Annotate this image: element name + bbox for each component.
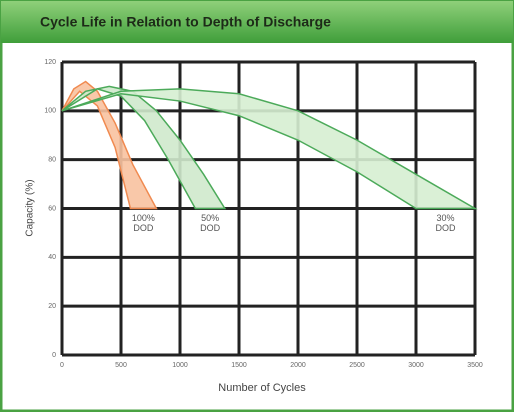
band-label: DOD [436,223,457,233]
y-tick-label: 0 [52,352,56,359]
x-tick-label: 1500 [231,362,247,369]
x-tick-label: 1000 [172,362,188,369]
dod-band [61,88,478,210]
x-tick-label: 500 [115,362,127,369]
dod-band [61,80,158,210]
band-label: DOD [200,223,221,233]
y-tick-label: 80 [48,157,56,164]
dod-band [61,85,227,210]
y-tick-label: 120 [44,59,56,66]
y-tick-label: 40 [48,254,56,261]
y-tick-label: 60 [48,205,56,212]
x-tick-label: 2000 [290,362,306,369]
x-tick-label: 3500 [467,362,483,369]
band-label: DOD [133,223,154,233]
y-tick-label: 20 [48,303,56,310]
y-axis-title: Capacity (%) [25,179,36,236]
band-label: 100% [132,213,155,223]
x-axis-title: Number of Cycles [218,382,306,394]
band-label: 30% [436,213,454,223]
header [1,1,513,43]
y-tick-label: 100 [44,108,56,115]
chart-title: Cycle Life in Relation to Depth of Disch… [40,14,331,30]
x-tick-label: 2500 [349,362,365,369]
band-label: 50% [201,213,219,223]
x-tick-label: 0 [60,362,64,369]
x-tick-label: 3000 [408,362,424,369]
